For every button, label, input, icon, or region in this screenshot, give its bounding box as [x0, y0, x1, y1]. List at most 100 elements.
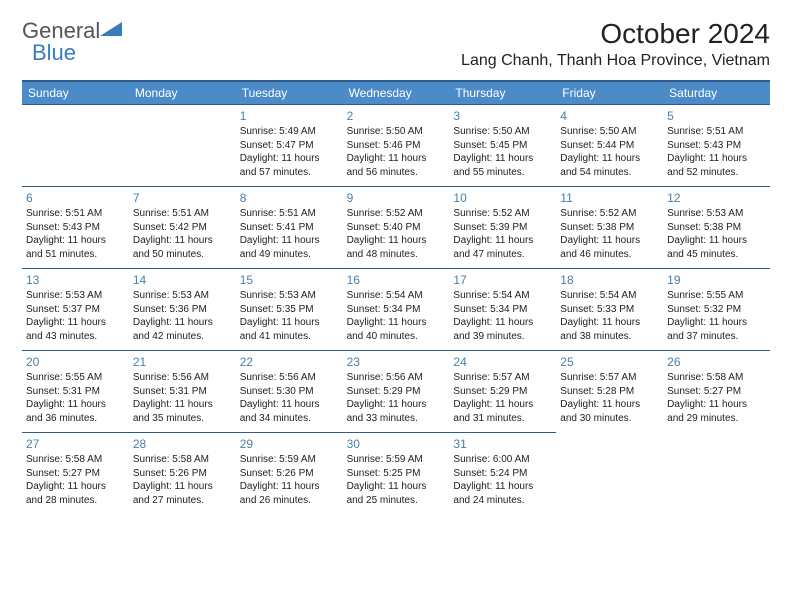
daylight-line: Daylight: 11 hours and 25 minutes.	[347, 480, 446, 507]
day-cell: 21Sunrise: 5:56 AMSunset: 5:31 PMDayligh…	[129, 350, 236, 432]
sunset-line: Sunset: 5:31 PM	[133, 385, 232, 399]
sunset-line: Sunset: 5:34 PM	[347, 303, 446, 317]
day-cell: 22Sunrise: 5:56 AMSunset: 5:30 PMDayligh…	[236, 350, 343, 432]
day-of-week-header: Sunday	[22, 80, 129, 104]
triangle-icon	[100, 20, 122, 43]
day-of-week-header: Monday	[129, 80, 236, 104]
day-number: 12	[667, 190, 766, 206]
sunset-line: Sunset: 5:41 PM	[240, 221, 339, 235]
sunset-line: Sunset: 5:27 PM	[667, 385, 766, 399]
sunset-line: Sunset: 5:37 PM	[26, 303, 125, 317]
sunrise-line: Sunrise: 5:54 AM	[453, 289, 552, 303]
day-cell: 25Sunrise: 5:57 AMSunset: 5:28 PMDayligh…	[556, 350, 663, 432]
daylight-line: Daylight: 11 hours and 47 minutes.	[453, 234, 552, 261]
day-cell: 23Sunrise: 5:56 AMSunset: 5:29 PMDayligh…	[343, 350, 450, 432]
day-number: 23	[347, 354, 446, 370]
sunset-line: Sunset: 5:24 PM	[453, 467, 552, 481]
sunrise-line: Sunrise: 5:52 AM	[453, 207, 552, 221]
sunrise-line: Sunrise: 5:54 AM	[560, 289, 659, 303]
sunset-line: Sunset: 5:44 PM	[560, 139, 659, 153]
daylight-line: Daylight: 11 hours and 38 minutes.	[560, 316, 659, 343]
day-number: 8	[240, 190, 339, 206]
daylight-line: Daylight: 11 hours and 30 minutes.	[560, 398, 659, 425]
day-cell: 26Sunrise: 5:58 AMSunset: 5:27 PMDayligh…	[663, 350, 770, 432]
daylight-line: Daylight: 11 hours and 37 minutes.	[667, 316, 766, 343]
day-cell: 30Sunrise: 5:59 AMSunset: 5:25 PMDayligh…	[343, 432, 450, 514]
sunset-line: Sunset: 5:38 PM	[560, 221, 659, 235]
daylight-line: Daylight: 11 hours and 57 minutes.	[240, 152, 339, 179]
day-number: 1	[240, 108, 339, 124]
day-cell: 9Sunrise: 5:52 AMSunset: 5:40 PMDaylight…	[343, 186, 450, 268]
sunrise-line: Sunrise: 5:52 AM	[347, 207, 446, 221]
sunset-line: Sunset: 5:45 PM	[453, 139, 552, 153]
sunrise-line: Sunrise: 5:58 AM	[667, 371, 766, 385]
daylight-line: Daylight: 11 hours and 39 minutes.	[453, 316, 552, 343]
day-number: 4	[560, 108, 659, 124]
day-number: 7	[133, 190, 232, 206]
day-cell: 19Sunrise: 5:55 AMSunset: 5:32 PMDayligh…	[663, 268, 770, 350]
day-number: 20	[26, 354, 125, 370]
day-cell: 20Sunrise: 5:55 AMSunset: 5:31 PMDayligh…	[22, 350, 129, 432]
sunset-line: Sunset: 5:25 PM	[347, 467, 446, 481]
day-of-week-header: Tuesday	[236, 80, 343, 104]
sunrise-line: Sunrise: 5:55 AM	[26, 371, 125, 385]
sunset-line: Sunset: 5:28 PM	[560, 385, 659, 399]
sunrise-line: Sunrise: 5:53 AM	[240, 289, 339, 303]
day-cell: 24Sunrise: 5:57 AMSunset: 5:29 PMDayligh…	[449, 350, 556, 432]
daylight-line: Daylight: 11 hours and 26 minutes.	[240, 480, 339, 507]
sunrise-line: Sunrise: 5:58 AM	[133, 453, 232, 467]
daylight-line: Daylight: 11 hours and 42 minutes.	[133, 316, 232, 343]
day-number: 17	[453, 272, 552, 288]
sunrise-line: Sunrise: 5:53 AM	[26, 289, 125, 303]
day-number: 26	[667, 354, 766, 370]
sunrise-line: Sunrise: 5:56 AM	[133, 371, 232, 385]
day-number: 10	[453, 190, 552, 206]
sunset-line: Sunset: 5:29 PM	[453, 385, 552, 399]
sunset-line: Sunset: 5:30 PM	[240, 385, 339, 399]
day-number: 21	[133, 354, 232, 370]
sunrise-line: Sunrise: 5:51 AM	[26, 207, 125, 221]
location: Lang Chanh, Thanh Hoa Province, Vietnam	[461, 52, 770, 70]
header: General October 2024 Lang Chanh, Thanh H…	[22, 18, 770, 70]
daylight-line: Daylight: 11 hours and 33 minutes.	[347, 398, 446, 425]
day-number: 30	[347, 436, 446, 452]
sunset-line: Sunset: 5:46 PM	[347, 139, 446, 153]
sunrise-line: Sunrise: 5:51 AM	[240, 207, 339, 221]
daylight-line: Daylight: 11 hours and 54 minutes.	[560, 152, 659, 179]
daylight-line: Daylight: 11 hours and 48 minutes.	[347, 234, 446, 261]
daylight-line: Daylight: 11 hours and 35 minutes.	[133, 398, 232, 425]
day-number: 13	[26, 272, 125, 288]
day-cell: 1Sunrise: 5:49 AMSunset: 5:47 PMDaylight…	[236, 104, 343, 186]
sunset-line: Sunset: 5:34 PM	[453, 303, 552, 317]
sunset-line: Sunset: 5:29 PM	[347, 385, 446, 399]
day-number: 11	[560, 190, 659, 206]
daylight-line: Daylight: 11 hours and 51 minutes.	[26, 234, 125, 261]
sunset-line: Sunset: 5:38 PM	[667, 221, 766, 235]
sunset-line: Sunset: 5:26 PM	[133, 467, 232, 481]
sunset-line: Sunset: 5:40 PM	[347, 221, 446, 235]
day-cell: 28Sunrise: 5:58 AMSunset: 5:26 PMDayligh…	[129, 432, 236, 514]
daylight-line: Daylight: 11 hours and 31 minutes.	[453, 398, 552, 425]
sunrise-line: Sunrise: 5:59 AM	[347, 453, 446, 467]
day-cell: 6Sunrise: 5:51 AMSunset: 5:43 PMDaylight…	[22, 186, 129, 268]
day-cell: 31Sunrise: 6:00 AMSunset: 5:24 PMDayligh…	[449, 432, 556, 514]
sunrise-line: Sunrise: 5:49 AM	[240, 125, 339, 139]
daylight-line: Daylight: 11 hours and 29 minutes.	[667, 398, 766, 425]
day-of-week-header: Wednesday	[343, 80, 450, 104]
sunrise-line: Sunrise: 5:58 AM	[26, 453, 125, 467]
day-cell: 14Sunrise: 5:53 AMSunset: 5:36 PMDayligh…	[129, 268, 236, 350]
empty-cell	[22, 104, 129, 186]
daylight-line: Daylight: 11 hours and 24 minutes.	[453, 480, 552, 507]
daylight-line: Daylight: 11 hours and 27 minutes.	[133, 480, 232, 507]
daylight-line: Daylight: 11 hours and 43 minutes.	[26, 316, 125, 343]
daylight-line: Daylight: 11 hours and 45 minutes.	[667, 234, 766, 261]
daylight-line: Daylight: 11 hours and 34 minutes.	[240, 398, 339, 425]
day-cell: 2Sunrise: 5:50 AMSunset: 5:46 PMDaylight…	[343, 104, 450, 186]
sunrise-line: Sunrise: 5:59 AM	[240, 453, 339, 467]
day-number: 18	[560, 272, 659, 288]
sunrise-line: Sunrise: 5:57 AM	[560, 371, 659, 385]
daylight-line: Daylight: 11 hours and 52 minutes.	[667, 152, 766, 179]
sunrise-line: Sunrise: 5:56 AM	[347, 371, 446, 385]
day-number: 31	[453, 436, 552, 452]
day-cell: 15Sunrise: 5:53 AMSunset: 5:35 PMDayligh…	[236, 268, 343, 350]
